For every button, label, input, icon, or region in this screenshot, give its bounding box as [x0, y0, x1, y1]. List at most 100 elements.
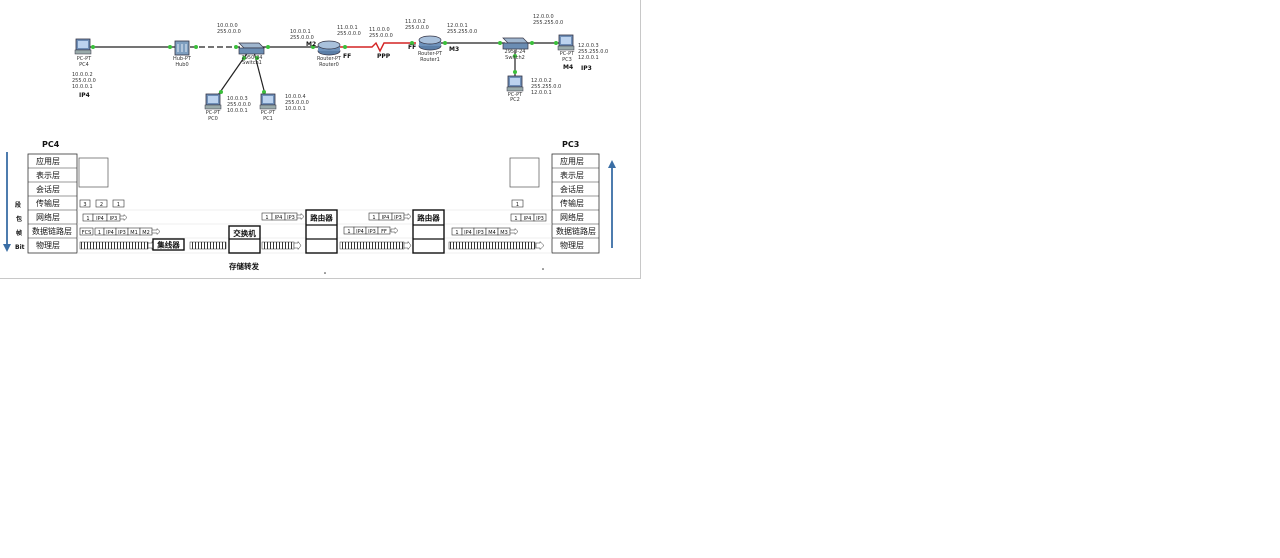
network-diagram-figure: PC-PT PC4 10.0.0.2 255.0.0.0 10.0.0.1 IP… — [0, 0, 641, 279]
unit-segment: 段 — [15, 201, 21, 209]
svg-text:1: 1 — [86, 216, 89, 222]
right-layer-application: 应用层 — [560, 156, 584, 166]
ppp-label: PPP — [377, 53, 391, 60]
left-layer-datalink: 数据链路层 — [32, 226, 72, 236]
up-arrow — [608, 160, 616, 248]
router1-icon — [418, 35, 442, 51]
pc1-ip: 10.0.0.4 — [285, 94, 306, 100]
router1-label: 路由器 — [417, 213, 440, 223]
pc3-type: PC-PT — [560, 51, 575, 57]
router0-label: 路由器 — [310, 213, 333, 223]
flow-right-title: PC3 — [562, 140, 579, 149]
right-data-box — [509, 157, 540, 188]
net11-mask: 255.0.0.0 — [369, 33, 393, 39]
left-layer-presentation: 表示层 — [36, 170, 60, 180]
pc0-mask: 255.0.0.0 — [227, 102, 251, 108]
router0-wan-ip: 11.0.0.1 — [337, 25, 358, 31]
svg-text:IP3: IP3 — [476, 230, 484, 236]
svg-text:1: 1 — [516, 202, 519, 208]
right-layer-presentation: 表示层 — [560, 170, 584, 180]
svg-text:IP4: IP4 — [524, 216, 532, 222]
switch1-type: 2950-24 — [242, 55, 263, 61]
right-layer-transport: 传输层 — [560, 198, 584, 208]
router0-box — [305, 209, 338, 254]
pc3-mac-m4: M4 — [563, 64, 573, 71]
store-forward-label: 存储转发 — [228, 261, 259, 271]
svg-text:IP4: IP4 — [106, 230, 114, 236]
right-layer-physical: 物理层 — [560, 240, 584, 250]
pc4-gateway: 10.0.0.1 — [72, 84, 93, 90]
pc3-ip: 12.0.0.3 — [578, 43, 599, 49]
pc2-name: PC2 — [510, 97, 520, 103]
svg-text:1: 1 — [372, 215, 375, 221]
segment-1: 1 — [117, 202, 120, 208]
router1-lan-mask: 255.255.0.0 — [447, 29, 477, 35]
pc0-icon — [204, 93, 222, 110]
pc4-ip: 10.0.0.2 — [72, 72, 93, 78]
pc2-gateway: 12.0.0.1 — [531, 90, 552, 96]
left-layer-network: 网络层 — [36, 212, 60, 222]
pc3-name: PC3 — [562, 57, 572, 63]
svg-text:IP4: IP4 — [356, 229, 364, 235]
net11-address: 11.0.0.0 — [369, 27, 390, 33]
pc4-datalink-frame: FCS 1 IP4 IP3 M1 M2 — [79, 227, 161, 236]
router0-name: Router0 — [319, 62, 339, 68]
diagram-canvas: PC-PT PC4 10.0.0.2 255.0.0.0 10.0.0.1 IP… — [3, 14, 616, 274]
svg-text:IP4: IP4 — [464, 230, 472, 236]
hub0-type: Hub-PT — [173, 56, 192, 62]
stray-dot-1 — [324, 272, 326, 274]
transport-segments: 3 2 1 — [79, 199, 125, 208]
svg-text:IP3: IP3 — [118, 230, 126, 236]
svg-text:IP3: IP3 — [394, 215, 402, 221]
router0-lan-mask: 255.0.0.0 — [290, 35, 314, 41]
port-status-dots — [91, 41, 558, 94]
pc0-ip: 10.0.0.3 — [227, 96, 248, 102]
pc0-name: PC0 — [208, 116, 218, 122]
svg-text:FF: FF — [381, 229, 387, 235]
ppp-bit-stream — [339, 241, 405, 250]
left-layer-physical: 物理层 — [36, 240, 60, 250]
hub0-name: Hub0 — [175, 62, 188, 68]
router0-packet: 1 IP4 IP3 — [261, 212, 305, 221]
left-layer-transport: 传输层 — [36, 198, 60, 208]
router1-packet: 1 IP4 IP3 — [368, 212, 412, 221]
router1-wan-mask: 255.0.0.0 — [405, 25, 429, 31]
router1-ff: FF — [408, 44, 416, 51]
pc4-network-packet: 1 IP4 IP3 — [82, 213, 128, 222]
unit-bit: Bit — [15, 244, 25, 251]
router0-wan-mask: 255.0.0.0 — [337, 31, 361, 37]
flow-left-title: PC4 — [42, 140, 60, 149]
unit-packet: 包 — [16, 215, 22, 223]
switch2-icon — [502, 37, 529, 50]
svg-text:M1: M1 — [130, 230, 138, 236]
router1-wan-ip: 11.0.0.2 — [405, 19, 426, 25]
net12-address: 12.0.0.0 — [533, 14, 554, 20]
router1-frame: 1 IP4 IP3 M4 M3 — [451, 227, 519, 236]
switch2-type: 2950-24 — [505, 49, 526, 55]
svg-text:IP3: IP3 — [368, 229, 376, 235]
net10-mask: 255.0.0.0 — [217, 29, 241, 35]
switch1-icon — [238, 42, 265, 55]
svg-text:FCS: FCS — [82, 230, 92, 236]
pc3-ip-tag: IP3 — [581, 65, 592, 72]
svg-text:M4: M4 — [488, 230, 496, 236]
router0-lan-ip: 10.0.0.1 — [290, 29, 311, 35]
switch-label: 交换机 — [233, 228, 256, 238]
pc2-ip: 12.0.0.2 — [531, 78, 552, 84]
pc3-gateway: 12.0.0.1 — [578, 55, 599, 61]
svg-text:IP4: IP4 — [382, 215, 390, 221]
right-layer-datalink: 数据链路层 — [556, 226, 596, 236]
net12-mask: 255.255.0.0 — [533, 20, 563, 26]
svg-text:M2: M2 — [142, 230, 150, 236]
pc3-network-packet: 1 IP4 IP3 — [510, 213, 547, 222]
segment-3: 3 — [83, 202, 86, 208]
net10-address: 10.0.0.0 — [217, 23, 238, 29]
stray-dot-2 — [542, 268, 544, 270]
pc0-gateway: 10.0.0.1 — [227, 108, 248, 114]
svg-text:1: 1 — [514, 216, 517, 222]
layer-flow: PC4 PC3 应用层 表示层 会话层 传输层 网络层 数据链路层 物理层 — [3, 140, 616, 274]
router1-lan-ip: 12.0.0.1 — [447, 23, 468, 29]
pc4-type: PC-PT — [77, 56, 92, 62]
pc1-type: PC-PT — [261, 110, 276, 116]
switch2-name: Switch2 — [505, 55, 525, 61]
